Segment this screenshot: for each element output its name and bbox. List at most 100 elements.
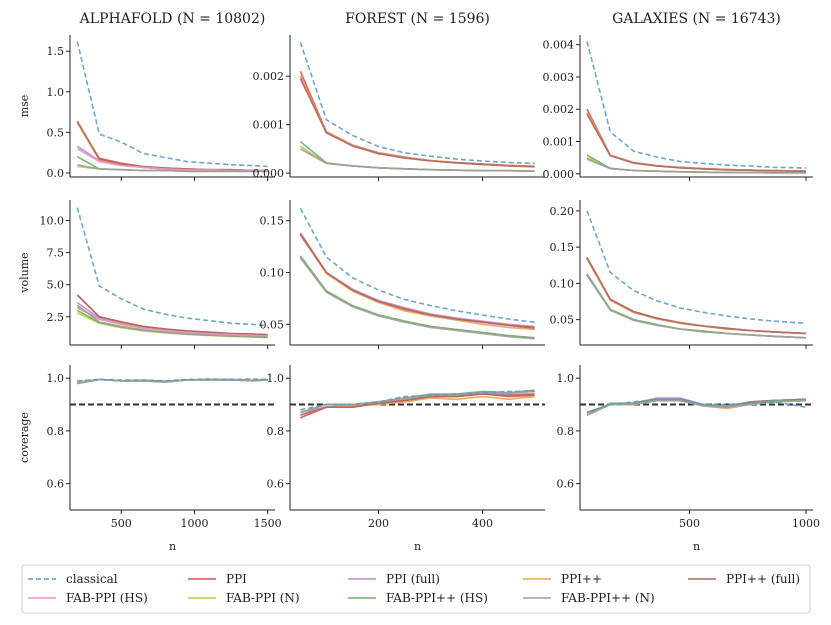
series-line-classical [300,390,535,411]
y-tick-label: 1.0 [557,372,575,385]
x-tick-label: 500 [679,517,700,530]
y-tick-label: 0.003 [543,71,575,84]
series-line-fab-ppi-hs [299,255,535,339]
series-line-fab-ppi-n [76,304,268,338]
series-line-ppi-full [300,393,535,416]
x-tick-label: 1000 [792,517,820,530]
series-line-ppi-full [299,233,535,329]
x-tick-label: 500 [111,517,132,530]
series-line-classical [299,207,535,323]
y-tick-label: 0.05 [260,318,285,331]
panel-alphafold-mse: 0.0 0.5 1.0 1.5 ALPHAFOLD (N = 10802) mse [18,11,275,181]
y-tick-label: 0.15 [260,215,285,228]
legend-label: classical [66,572,118,586]
legend-label: PPI [226,572,247,586]
y-tick-label: 0.6 [557,478,575,491]
panel-alphafold-coverage: 0.6 0.8 1.0 500 1000 1500 coverage n [18,365,282,553]
series-line-classical [77,378,268,382]
series-line-ppi [586,258,807,335]
y-tick-label: 0.001 [543,136,575,149]
legend-label: PPI++ [561,572,602,586]
series-line-classical [76,207,268,327]
y-tick-label: 0.004 [543,39,575,52]
panel-galaxies-mse: 0.000 0.001 0.002 0.003 0.004 GALAXIES (N = 1… [543,11,813,181]
y-tick-label: 0.10 [550,277,575,290]
panel-alphafold-volume: 2.5 5.0 7.5 10.0 volume [18,200,275,349]
y-tick-label: 1.0 [47,86,65,99]
panel-title: FOREST (N = 1596) [345,11,490,27]
y-tick-label: 1.0 [267,372,285,385]
panel-title: ALPHAFOLD (N = 10802) [79,11,266,27]
panel-forest-mse: 0.000 0.001 0.002 FOREST (N = 1596) [253,11,545,181]
panel-grid: 0.0 0.5 1.0 1.5 ALPHAFOLD (N = 10802) mse 0.00… [18,11,820,553]
y-tick-label: 0.10 [260,267,285,280]
y-tick-label: 0.0 [47,167,65,180]
y-tick-label: 0.6 [47,478,65,491]
legend-item: FAB-PPI (N) [188,591,300,605]
y-tick-label: 7.5 [47,247,65,260]
y-tick-label: 5.0 [47,279,65,292]
x-tick-label: 400 [472,517,493,530]
series-line-ppi-full [586,258,807,335]
legend-item: FAB-PPI (HS) [28,591,148,605]
series-line-ppi-full [586,113,807,172]
series-line-ppi [586,257,807,335]
legend-item: PPI++ (full) [688,572,800,586]
legend-label: FAB-PPI++ (HS) [386,591,488,605]
y-tick-label: 0.6 [267,478,285,491]
series-line-fab-ppi-n [586,274,807,339]
panel-galaxies-volume: 0.05 0.10 0.15 0.20 [550,200,813,349]
panel-forest-volume: 0.05 0.10 0.15 [260,200,545,349]
y-tick-label: 0.000 [253,167,285,180]
x-axis-label: n [169,540,176,553]
series-line-fab-ppi-n [586,158,806,174]
series-line-fab-ppi-n [299,257,535,340]
series-line-classical [76,41,268,168]
series-line-fab-ppi-hs [299,140,535,172]
legend-item: classical [28,572,118,586]
legend-label: PPI (full) [386,572,440,586]
series-line-fab-ppi-n [586,274,807,339]
legend-label: PPI++ (full) [726,572,800,586]
y-tick-label: 0.8 [267,425,285,438]
legend-item: FAB-PPI++ (HS) [348,591,488,605]
series-line-ppi-full [586,256,807,335]
y-tick-label: 0.002 [543,103,575,116]
legend-item: FAB-PPI++ (N) [523,591,655,605]
y-axis-label: mse [18,95,31,118]
panel-title: GALAXIES (N = 16743) [612,11,781,27]
y-tick-label: 0.8 [557,425,575,438]
legend-item: PPI++ [523,572,602,586]
panel-galaxies-coverage: 0.6 0.8 1.0 500 1000 n [557,365,820,553]
legend-item: PPI (full) [348,572,440,586]
series-line-ppi [299,70,535,168]
legend-label: FAB-PPI++ (N) [561,591,655,605]
x-axis-label: n [693,540,700,553]
series-line-classical [586,210,807,325]
legend: classical PPI PPI (full) PPI++ PPI++ (full) F… [21,564,811,614]
y-tick-label: 0.000 [543,168,575,181]
series-line-ppi-full [76,294,268,336]
legend-item: PPI [188,572,247,586]
y-tick-label: 0.8 [47,425,65,438]
y-tick-label: 0.002 [253,70,285,83]
y-tick-label: 10.0 [40,215,65,228]
series-line-fab-ppi-n [77,164,268,173]
legend-frame [21,564,811,614]
legend-label: FAB-PPI (HS) [66,591,148,605]
y-tick-label: 0.05 [550,314,575,327]
series-line-fab-ppi-hs [76,305,268,337]
y-tick-label: 2.5 [47,311,65,324]
series-line-ppi-full [299,78,535,168]
y-tick-label: 1.0 [47,372,65,385]
x-tick-label: 1500 [254,517,282,530]
x-tick-label: 1000 [180,517,208,530]
y-tick-label: 0.15 [550,241,575,254]
x-tick-label: 200 [368,517,389,530]
y-tick-label: 0.20 [550,205,575,218]
series-line-fab-ppi-n [300,148,535,172]
series-line-ppi [299,234,535,331]
series-line-classical [299,42,535,165]
legend-label: FAB-PPI (N) [226,591,300,605]
